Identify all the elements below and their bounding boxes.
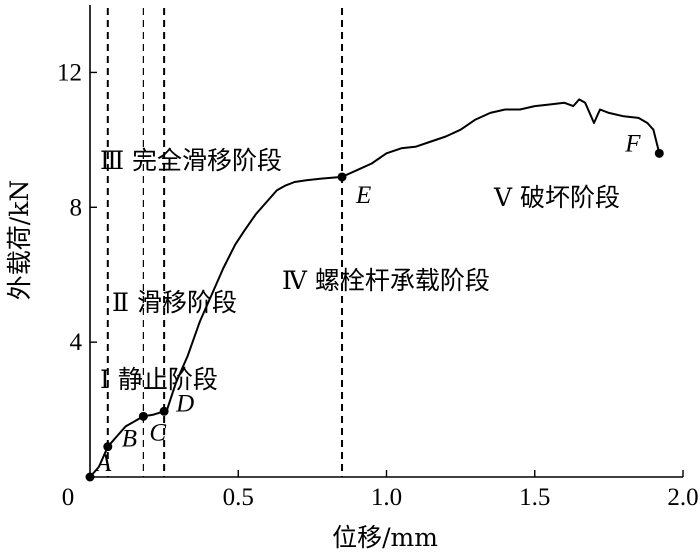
stage-label-3: Ⅲ 完全滑移阶段: [100, 146, 282, 175]
point-marker-b: [103, 442, 113, 452]
key-points: AB CD E F: [85, 130, 664, 482]
x-axis-title: 位移/mm: [332, 523, 438, 552]
point-label-b: B: [122, 426, 137, 453]
y-tick-label: 8: [70, 194, 83, 221]
point-marker-d: [159, 406, 169, 416]
point-marker-a: [85, 472, 95, 482]
x-tick-label: 2.0: [667, 484, 698, 511]
point-label-e: E: [355, 182, 371, 209]
x-tick-label: 1.0: [371, 484, 402, 511]
point-marker-c: [138, 411, 148, 421]
ticks: 0.5 1.0 1.5 2.0 4 8 12: [57, 59, 699, 511]
stage-boundaries: [106, 8, 344, 477]
stage-labels: Ⅰ 静止阶段 Ⅱ 滑移阶段 Ⅲ 完全滑移阶段 Ⅳ 螺栓杆承载阶段 Ⅴ 破坏阶段: [100, 146, 620, 394]
stage-label-1: Ⅰ 静止阶段: [100, 365, 218, 394]
point-marker-e: [337, 172, 347, 182]
point-label-d: D: [175, 390, 194, 417]
point-label-f: F: [624, 130, 641, 157]
x-tick-label: 1.5: [519, 484, 550, 511]
stage-label-5: Ⅴ 破坏阶段: [493, 183, 620, 212]
y-tick-label: 4: [70, 329, 83, 356]
point-label-c: C: [149, 419, 166, 446]
y-tick-label: 12: [57, 59, 82, 86]
point-label-a: A: [94, 450, 112, 477]
stage-label-2: Ⅱ 滑移阶段: [112, 288, 237, 317]
y-axis-title: 外载荷/kN: [5, 180, 34, 300]
x-tick-label: 0.5: [223, 484, 254, 511]
origin-label: 0: [62, 484, 75, 511]
stage-label-4: Ⅳ 螺栓杆承载阶段: [282, 266, 490, 295]
point-marker-f: [654, 148, 664, 158]
